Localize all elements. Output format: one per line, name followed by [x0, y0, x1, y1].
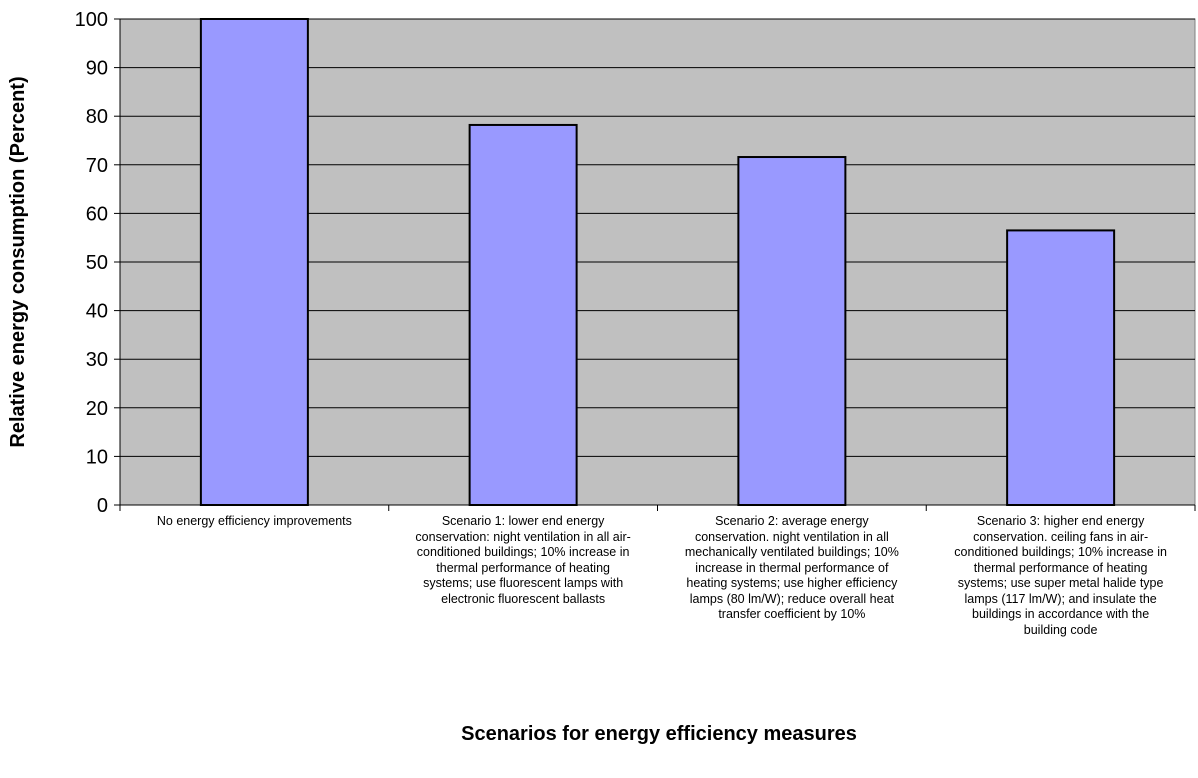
y-tick-label: 60	[86, 203, 108, 225]
x-tick-label-line: lamps (80 lm/W); reduce overall heat	[689, 591, 894, 606]
x-tick-label-line: Scenario 2: average energy	[715, 514, 869, 528]
x-tick-label-line: systems; use fluorescent lamps with	[423, 576, 624, 590]
y-tick-label: 100	[75, 9, 108, 31]
x-tick-label-line: heating systems; use higher efficiency	[686, 576, 898, 590]
y-tick-label: 70	[86, 155, 108, 177]
y-tick-label: 20	[86, 398, 108, 420]
x-tick-label-line: conditioned buildings; 10% increase in	[416, 545, 630, 559]
x-tick-label-line: buildings in accordance with the	[972, 607, 1150, 621]
x-tick-label: No energy efficiency improvements	[119, 514, 389, 530]
x-tick-label: Scenario 1: lower end energy conservation…	[388, 514, 658, 607]
y-tick-label: 40	[86, 301, 108, 323]
x-tick-label-line: systems; use super metal halide type	[957, 576, 1164, 590]
x-tick-label-line: thermal performance of heating	[436, 560, 610, 575]
bar	[737, 156, 847, 507]
y-tick-label: 80	[86, 106, 108, 128]
x-tick-label-line: building code	[1023, 622, 1098, 637]
y-tick-label: 50	[86, 252, 108, 274]
x-tick-label-line: mechanically ventilated buildings; 10%	[684, 545, 899, 559]
x-tick-label-line: electronic fluorescent ballasts	[441, 591, 606, 606]
x-tick-label: Scenario 3: higher end energy conservatio…	[926, 514, 1196, 638]
x-tick-label-line: increase in thermal performance of	[695, 560, 889, 575]
x-tick-label-line: Scenario 1: lower end energy	[441, 514, 605, 528]
x-tick-label-line: thermal performance of heating	[973, 560, 1148, 575]
y-axis: 0 10 20 30 40 50 60 70 80 90 100	[75, 9, 1196, 517]
y-axis-title: Relative energy consumption (Percent)	[7, 76, 29, 447]
x-tick-label-line: conditioned buildings; 10% increase in	[954, 545, 1167, 559]
y-tick-label: 30	[86, 349, 108, 371]
x-tick-label-line: transfer coefficient by 10%	[718, 607, 866, 621]
x-tick-label-line: Scenario 3: higher end energy	[976, 514, 1145, 528]
x-tick-label: Scenario 2: average energy conservation. …	[657, 514, 927, 623]
x-tick-label-line: No energy efficiency improvements	[156, 514, 352, 528]
bar	[199, 18, 309, 506]
x-tick-label-line: conservation. night ventilation in all	[694, 529, 889, 544]
x-tick-label-line: conservation: night ventilation in all a…	[415, 529, 631, 544]
x-tick-label-line: lamps (117 lm/W); and insulate the	[964, 591, 1157, 606]
x-axis-title: Scenarios for energy efficiency measures	[461, 723, 857, 745]
bar	[1006, 229, 1116, 506]
y-tick-label: 90	[86, 58, 108, 80]
y-tick-label: 0	[97, 495, 108, 517]
y-tick-label: 10	[86, 446, 108, 468]
x-tick-label-line: conservation. ceiling fans in air-	[973, 529, 1149, 544]
bar	[468, 123, 578, 506]
